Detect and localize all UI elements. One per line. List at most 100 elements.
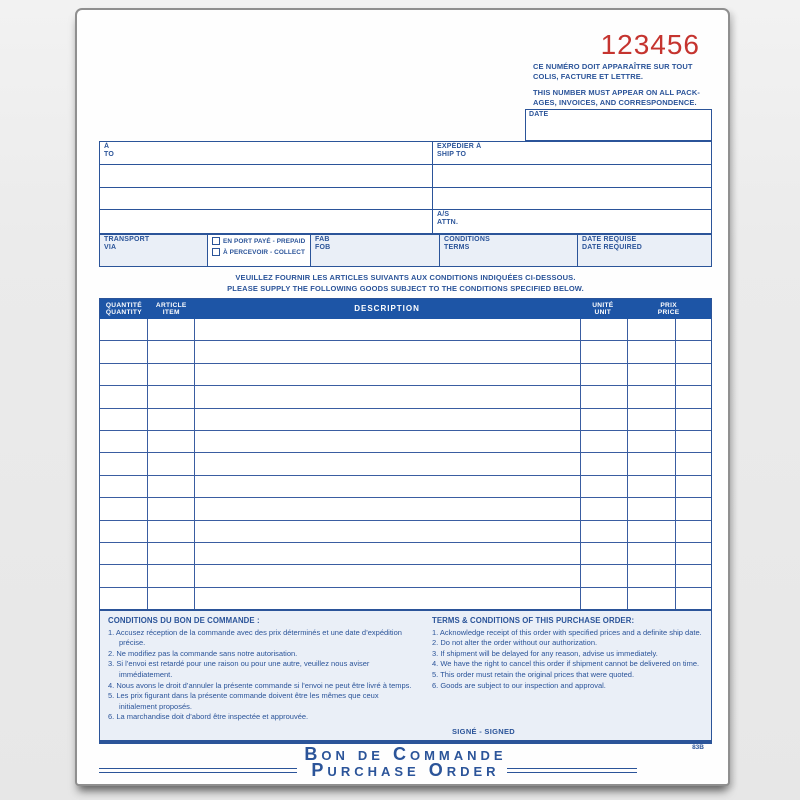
- condition-item: 6. La marchandise doit d’abord être insp…: [108, 712, 309, 722]
- table-cell: [628, 587, 676, 610]
- table-cell: [148, 430, 195, 453]
- notice-fr-line2: COLIS, FACTURE ET LETTRE.: [533, 72, 644, 81]
- notice-en-line1: THIS NUMBER MUST APPEAR ON ALL PACK-: [533, 88, 700, 97]
- condition-item: 1. Acknowledge receipt of this order wit…: [432, 627, 702, 637]
- table-row: [100, 475, 711, 499]
- table-cell: [676, 431, 711, 452]
- table-row: [100, 408, 711, 431]
- table-row: [100, 587, 711, 610]
- notice-en-line2: AGES, INVOICES, AND CORRESPONDENCE.: [533, 98, 697, 107]
- table-cell: [195, 386, 581, 408]
- condition-item: 3. Si l’envoi est retardé pour une raiso…: [108, 659, 370, 679]
- table-cell: [628, 408, 676, 430]
- table-cell: [628, 453, 676, 475]
- table-row: [100, 430, 711, 454]
- form-code: 83B: [692, 744, 704, 751]
- table-row: [100, 542, 711, 566]
- ship-to-label-en: SHIP TO: [437, 151, 467, 158]
- attn-label-en: ATTN.: [437, 219, 459, 227]
- table-cell: [148, 542, 195, 565]
- column-header-description: DESCRIPTION: [354, 304, 420, 314]
- form-title-english: Purchase Order: [311, 760, 500, 780]
- supply-instruction-en: PLEASE SUPPLY THE FOLLOWING GOODS SUBJEC…: [227, 284, 584, 293]
- transport-strip: TRANSPORT VIA EN PORT PAYÉ - PREPAID À P…: [99, 234, 712, 267]
- number-notice-french: CE NUMÉRO DOIT APPARAÎTRE SUR TOUT COLIS…: [533, 62, 719, 82]
- fob-label-en: FOB: [315, 244, 331, 251]
- table-cell: [628, 498, 676, 520]
- table-cell: [676, 543, 711, 564]
- to-line-2: [100, 164, 433, 188]
- items-table-header: QUANTITÉ QUANTITY ARTICLE ITEM DESCRIPTION…: [100, 299, 711, 319]
- form-title-french: Bon de Commande: [304, 744, 507, 764]
- number-notice-english: THIS NUMBER MUST APPEAR ON ALL PACK- AGE…: [533, 88, 719, 108]
- table-cell: [100, 565, 148, 587]
- table-cell: [100, 542, 148, 565]
- prepaid-checkbox: [212, 237, 220, 245]
- date-label: DATE: [529, 111, 549, 118]
- table-cell: [148, 386, 195, 408]
- to-label-fr: À: [104, 143, 110, 150]
- items-table: QUANTITÉ QUANTITY ARTICLE ITEM DESCRIPTION…: [99, 298, 712, 610]
- ship-to-field: EXPÉDIER À SHIP TO: [433, 142, 711, 165]
- table-cell: [581, 520, 628, 542]
- signed-line: SIGNÉ - SIGNED: [452, 727, 515, 736]
- table-cell: [676, 476, 711, 497]
- condition-item: 1. Accusez réception de la commande avec…: [108, 627, 402, 648]
- table-cell: [676, 409, 711, 430]
- table-row: [100, 363, 711, 387]
- collect-option: À PERCEVOIR - COLLECT: [212, 248, 308, 256]
- table-cell: [676, 319, 711, 340]
- table-row: [100, 341, 711, 364]
- table-cell: [195, 319, 581, 341]
- table-cell: [148, 587, 195, 610]
- conditions-english-list: 1. Acknowledge receipt of this order wit…: [432, 628, 728, 692]
- table-cell: [148, 565, 195, 587]
- terms-and-conditions-section: CONDITIONS DU BON DE COMMANDE : 1. Accus…: [99, 610, 712, 744]
- table-cell: [581, 341, 628, 363]
- table-row: [100, 386, 711, 409]
- table-cell: [628, 565, 676, 587]
- table-cell: [195, 453, 581, 475]
- table-cell: [100, 520, 148, 542]
- conditions-french-list: 1. Accusez réception de la commande avec…: [108, 628, 416, 723]
- table-cell: [100, 363, 148, 386]
- table-cell: [581, 319, 628, 341]
- order-number: 123456: [600, 29, 700, 60]
- table-cell: [628, 386, 676, 408]
- address-block: À TO EXPÉDIER À SHIP TO A/S ATTN.: [99, 141, 712, 234]
- table-cell: [195, 341, 581, 363]
- table-cell: [581, 542, 628, 565]
- table-cell: [148, 341, 195, 363]
- table-cell: [148, 408, 195, 430]
- table-cell: [148, 453, 195, 475]
- table-cell: [581, 475, 628, 498]
- table-cell: [195, 430, 581, 453]
- date-field: DATE: [525, 109, 712, 141]
- table-cell: [676, 453, 711, 474]
- prepaid-label: EN PORT PAYÉ - PREPAID: [223, 237, 306, 245]
- table-cell: [676, 341, 711, 362]
- column-header-item: ARTICLE ITEM: [155, 301, 187, 316]
- collect-checkbox: [212, 248, 220, 256]
- table-cell: [195, 520, 581, 542]
- date-required-label-en: DATE REQUIRED: [582, 244, 643, 251]
- table-cell: [100, 453, 148, 475]
- table-cell: [100, 341, 148, 363]
- date-required-label-fr: DATE REQUISE: [582, 236, 637, 243]
- condition-item: 4. Nous avons le droit d’annuler la prés…: [108, 680, 412, 690]
- table-row: [100, 498, 711, 521]
- table-cell: [581, 498, 628, 520]
- table-cell: [195, 408, 581, 430]
- table-cell: [581, 453, 628, 475]
- notice-fr-line1: CE NUMÉRO DOIT APPARAÎTRE SUR TOUT: [533, 62, 693, 71]
- to-line-3: [100, 187, 433, 211]
- footer-rule-left: [99, 768, 297, 773]
- condition-item: 5. Les prix figurant dans la présente co…: [108, 691, 379, 711]
- collect-label: À PERCEVOIR - COLLECT: [223, 248, 305, 256]
- table-cell: [148, 319, 195, 341]
- attn-label-fr: A/S: [437, 211, 450, 219]
- ship-to-line-2: [433, 165, 711, 188]
- transport-label-fr: TRANSPORT: [104, 236, 150, 243]
- terms-field: CONDITIONS TERMS: [440, 235, 578, 266]
